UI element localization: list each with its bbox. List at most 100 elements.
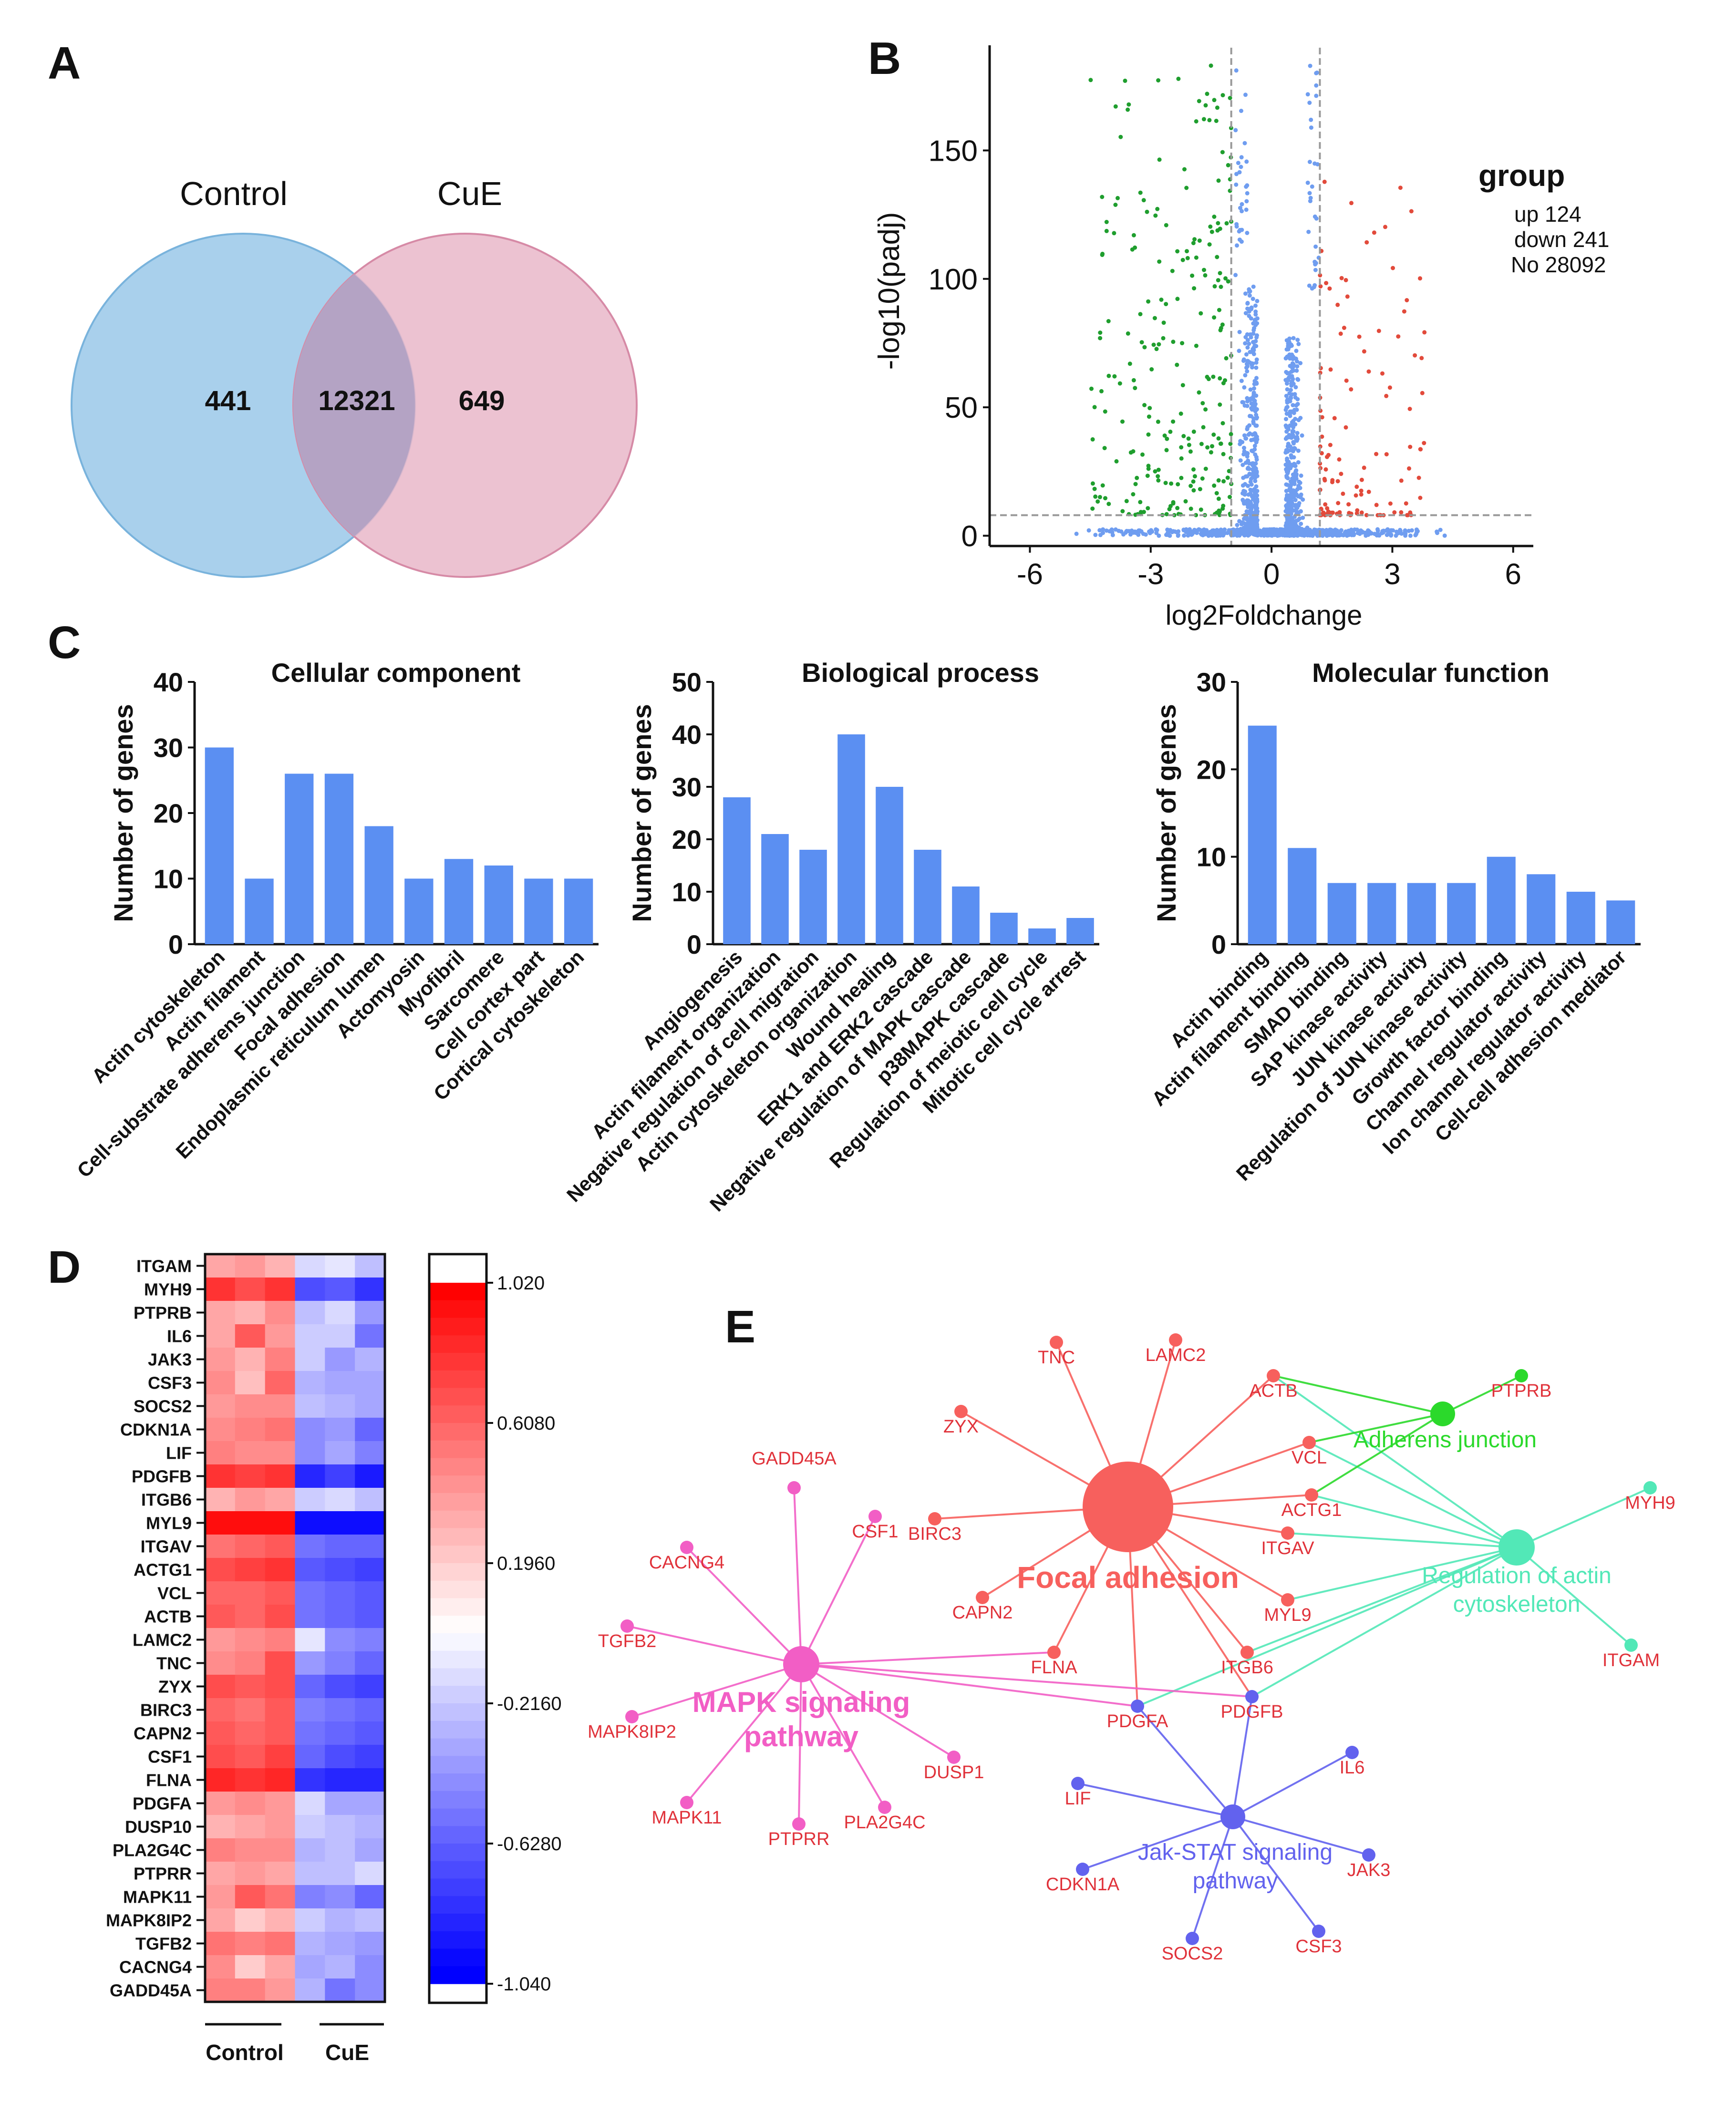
volcano-point-ns (1193, 530, 1198, 535)
volcano-point-up (1357, 334, 1362, 339)
volcano-point-ns (1350, 528, 1355, 533)
volcano-point-down (1180, 383, 1185, 388)
volcano-point-down (1089, 386, 1094, 391)
volcano-point-ns (1242, 385, 1247, 390)
volcano-point-ns (1233, 273, 1238, 278)
volcano-point-ns (1287, 498, 1292, 503)
volcano-point-ns (1254, 455, 1259, 460)
heatmap-cell (355, 1535, 385, 1558)
volcano-point-ns (1309, 117, 1313, 122)
volcano-point-ns (1408, 533, 1413, 538)
venn-label-cue: CuE (437, 175, 502, 212)
network-edge (686, 1546, 802, 1665)
volcano-point-ns (1314, 93, 1319, 98)
gene-label-lif: LIF (1065, 1789, 1091, 1809)
volcano-point-ns (1252, 318, 1257, 322)
volcano-point-down (1192, 474, 1197, 479)
volcano-point-ns (1264, 531, 1269, 536)
heatmap-cell (205, 1535, 236, 1558)
heatmap-cell (355, 1838, 385, 1862)
volcano-point-up (1376, 329, 1381, 333)
heatmap-cell (265, 1792, 295, 1815)
volcano-point-up (1364, 240, 1369, 245)
heatmap-row-label-tnc: TNC (156, 1654, 192, 1673)
heatmap-cell (265, 1862, 295, 1886)
volcano-point-ns (1248, 431, 1252, 436)
volcano-point-down (1092, 405, 1097, 410)
colorbar-step (429, 1826, 486, 1844)
volcano-point-ns (1243, 335, 1248, 340)
bar-sarcomere (484, 866, 513, 944)
colorbar-step (429, 1510, 486, 1529)
bar-mitotic-cell-cycle-arrest (1066, 918, 1094, 944)
volcano-point-up (1339, 276, 1344, 280)
pathway-label: Regulation of actin (1422, 1563, 1612, 1588)
volcano-point-ns (1241, 475, 1246, 480)
volcano-point-down (1194, 255, 1199, 260)
heatmap-row-label-mapk11: MAPK11 (123, 1887, 192, 1907)
heatmap-cell (235, 1955, 266, 1979)
volcano-point-down (1149, 367, 1154, 371)
volcano-point-ns (1368, 530, 1372, 535)
heatmap-cell (235, 1535, 266, 1558)
network-edge (1137, 1546, 1517, 1707)
volcano-point-up (1343, 425, 1348, 430)
heatmap-cell (325, 1768, 355, 1792)
heatmap-cell (295, 1558, 325, 1582)
volcano-point-ns (1381, 530, 1385, 535)
volcano-point-ns (1291, 336, 1296, 340)
volcano-point-ns (1255, 499, 1260, 504)
colorbar-step (429, 1580, 486, 1599)
volcano-point-up (1387, 385, 1392, 390)
volcano-point-ns (1293, 422, 1298, 427)
pathway-label: Adherens junction (1354, 1427, 1537, 1453)
bar-actomyosin (404, 878, 434, 944)
volcano-point-ns (1243, 341, 1248, 346)
volcano-point-down (1090, 506, 1095, 511)
volcano-point-up (1332, 416, 1337, 421)
volcano-point-down (1175, 505, 1180, 510)
heatmap-row-label-flna: FLNA (146, 1771, 192, 1790)
volcano-point-ns (1253, 322, 1258, 327)
volcano-point-ns (1176, 533, 1180, 537)
volcano-point-ns (1285, 510, 1290, 515)
volcano-point-ns (1101, 527, 1106, 532)
bar-growth-factor-binding (1487, 856, 1516, 944)
volcano-point-ns (1255, 533, 1260, 537)
volcano-point-up (1323, 478, 1327, 483)
volcano-point-ns (1254, 407, 1259, 412)
gene-node (1643, 1481, 1657, 1494)
volcano-point-ns (1299, 522, 1303, 526)
heatmap-row-label-cacng4: CACNG4 (119, 1958, 192, 1977)
volcano-point-ns (1296, 341, 1301, 346)
volcano-point-down (1205, 92, 1209, 96)
volcano-point-ns (1237, 533, 1242, 538)
heatmap-cell (355, 1581, 385, 1605)
heatmap-cell (325, 1558, 355, 1582)
heatmap-cell (205, 1348, 236, 1371)
colorbar-step (429, 1948, 486, 1967)
heatmap-cell (235, 1932, 266, 1956)
volcano-point-ns (1170, 530, 1175, 535)
gene-node (1131, 1700, 1144, 1713)
gene-node (954, 1405, 968, 1418)
panel-label-e: E (725, 1301, 755, 1352)
volcano-point-ns (1292, 533, 1296, 537)
volcano-legend-up: up 124 (1514, 202, 1581, 227)
colorbar-step (429, 1335, 486, 1353)
heatmap-cell (295, 1418, 325, 1442)
volcano-point-ns (1284, 489, 1289, 493)
venn-diagram: Control CuE 441 12321 649 (71, 175, 638, 578)
volcano-point-up (1383, 225, 1387, 229)
volcano-point-ns (1284, 467, 1289, 472)
volcano-point-ns (1245, 369, 1250, 374)
heatmap-cell (205, 1278, 236, 1301)
volcano-point-ns (1315, 162, 1320, 166)
volcano-point-down (1169, 481, 1174, 486)
bar-chart-title: Cellular component (271, 658, 521, 688)
volcano-point-ns (1245, 451, 1250, 456)
colorbar-step (429, 1318, 486, 1336)
volcano-point-down (1217, 308, 1221, 312)
volcano-point-ns (1242, 516, 1246, 521)
